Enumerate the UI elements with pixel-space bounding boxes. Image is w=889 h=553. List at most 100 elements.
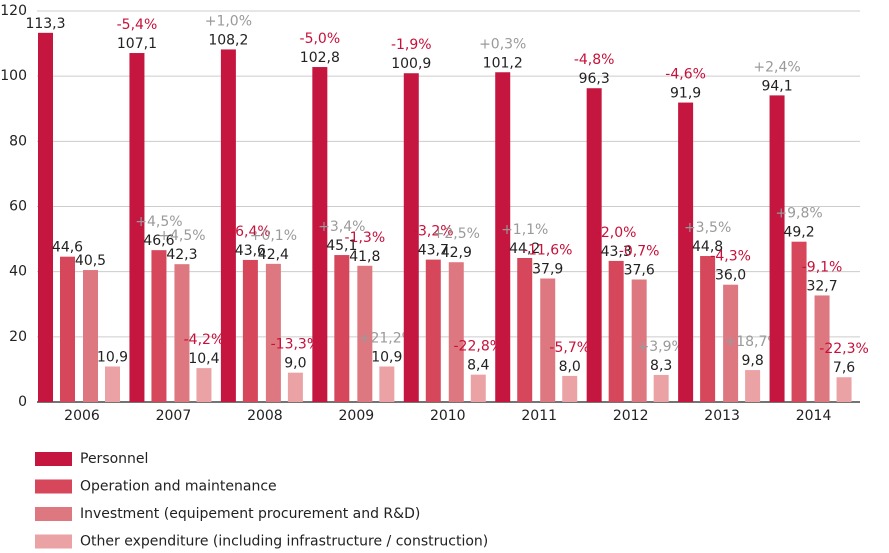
value-label: 32,7 — [806, 278, 837, 294]
value-label: 43,7 — [418, 243, 449, 259]
bar — [608, 260, 624, 402]
change-label: +9,8% — [775, 206, 822, 222]
legend-label: Operation and maintenance — [80, 479, 277, 495]
value-label: 41,8 — [349, 249, 380, 265]
value-label: 10,4 — [188, 351, 219, 367]
change-label: +2,4% — [753, 59, 800, 75]
bar — [196, 368, 212, 402]
x-tick-label: 2012 — [613, 408, 649, 424]
value-label: 46,6 — [143, 233, 174, 249]
bar — [242, 259, 258, 402]
value-label: 43,3 — [601, 244, 632, 260]
legend-swatch — [35, 479, 72, 494]
bar — [678, 102, 694, 402]
change-label: -13,3% — [271, 337, 321, 353]
change-label: +21,2% — [359, 330, 415, 346]
bar — [174, 264, 190, 402]
value-label: 10,9 — [371, 349, 402, 365]
value-label: 8,3 — [650, 358, 672, 374]
bar — [814, 295, 830, 402]
value-label: 42,9 — [441, 245, 472, 261]
value-label: 107,1 — [117, 36, 157, 52]
y-tick-label: 100 — [0, 68, 27, 84]
change-label: -4,3% — [710, 249, 751, 265]
value-label: 49,2 — [783, 225, 814, 241]
legend-label: Personnel — [80, 451, 148, 467]
value-label: 10,9 — [97, 349, 128, 365]
change-label: -1,3% — [345, 230, 386, 246]
value-label: 101,2 — [483, 55, 523, 71]
x-tick-label: 2007 — [156, 408, 192, 424]
bar — [105, 366, 120, 402]
change-label: -6,4% — [230, 224, 271, 240]
bar — [312, 67, 328, 402]
change-label: +0,3% — [479, 36, 526, 52]
bar — [700, 256, 716, 402]
bar — [791, 241, 807, 402]
bar — [379, 366, 395, 402]
change-label: -22,8% — [454, 339, 504, 355]
bar — [540, 278, 556, 402]
y-tick-label: 120 — [0, 3, 27, 19]
change-label: -4,6% — [665, 67, 706, 83]
x-tick-label: 2008 — [247, 408, 283, 424]
bar — [495, 72, 511, 403]
bar — [723, 284, 739, 402]
bar — [653, 374, 669, 402]
change-label: -11,6% — [523, 243, 573, 259]
value-label: 7,6 — [833, 360, 855, 376]
bar — [334, 255, 350, 402]
bar — [60, 256, 75, 402]
bar — [769, 95, 785, 402]
change-label: -2,0% — [596, 225, 637, 241]
legend-label: Investment (equipement procurement and R… — [80, 506, 420, 522]
y-tick-label: 20 — [9, 329, 27, 345]
bar — [836, 377, 852, 402]
bar — [83, 270, 98, 402]
change-label: -5,4% — [117, 17, 158, 33]
value-label: 96,3 — [579, 71, 610, 87]
x-tick-label: 2013 — [704, 408, 740, 424]
change-label: -0,7% — [619, 243, 660, 259]
bar — [745, 370, 761, 402]
change-label: -4,2% — [184, 332, 225, 348]
y-tick-label: 60 — [9, 199, 27, 215]
value-label: 100,9 — [391, 56, 431, 72]
bar — [287, 372, 303, 402]
bar — [129, 53, 145, 402]
x-tick-label: 2010 — [430, 408, 466, 424]
change-label: +3,9% — [638, 339, 685, 355]
value-label: 102,8 — [300, 50, 340, 66]
bar — [470, 374, 486, 402]
value-label: 108,2 — [208, 32, 248, 48]
change-label: -1,9% — [391, 37, 432, 53]
change-label: -22,3% — [819, 341, 869, 357]
bar — [425, 259, 441, 402]
change-label: +3,5% — [684, 220, 731, 236]
change-label: -3,2% — [413, 224, 454, 240]
value-label: 44,2 — [509, 241, 540, 257]
change-label: +4,5% — [135, 214, 182, 230]
bar — [265, 263, 281, 402]
legend-swatch — [35, 452, 72, 466]
value-label: 40,5 — [75, 253, 106, 269]
legend-swatch — [35, 534, 72, 549]
bar — [517, 257, 533, 402]
bar — [151, 250, 167, 402]
change-label: +1,0% — [205, 13, 252, 29]
value-label: 43,6 — [235, 243, 266, 259]
value-label: 9,8 — [741, 353, 763, 369]
change-label: +3,4% — [318, 219, 365, 235]
x-tick-label: 2011 — [521, 408, 557, 424]
bar — [357, 265, 373, 402]
y-tick-label: 0 — [18, 394, 27, 410]
change-label: +18,7% — [725, 334, 781, 350]
change-label: -5,0% — [300, 31, 341, 47]
value-label: 91,9 — [670, 86, 701, 102]
value-label: 37,9 — [532, 262, 563, 278]
x-tick-label: 2009 — [339, 408, 375, 424]
change-label: +4,5% — [158, 228, 205, 244]
value-label: 37,6 — [624, 262, 655, 278]
change-label: +1,1% — [501, 222, 548, 238]
